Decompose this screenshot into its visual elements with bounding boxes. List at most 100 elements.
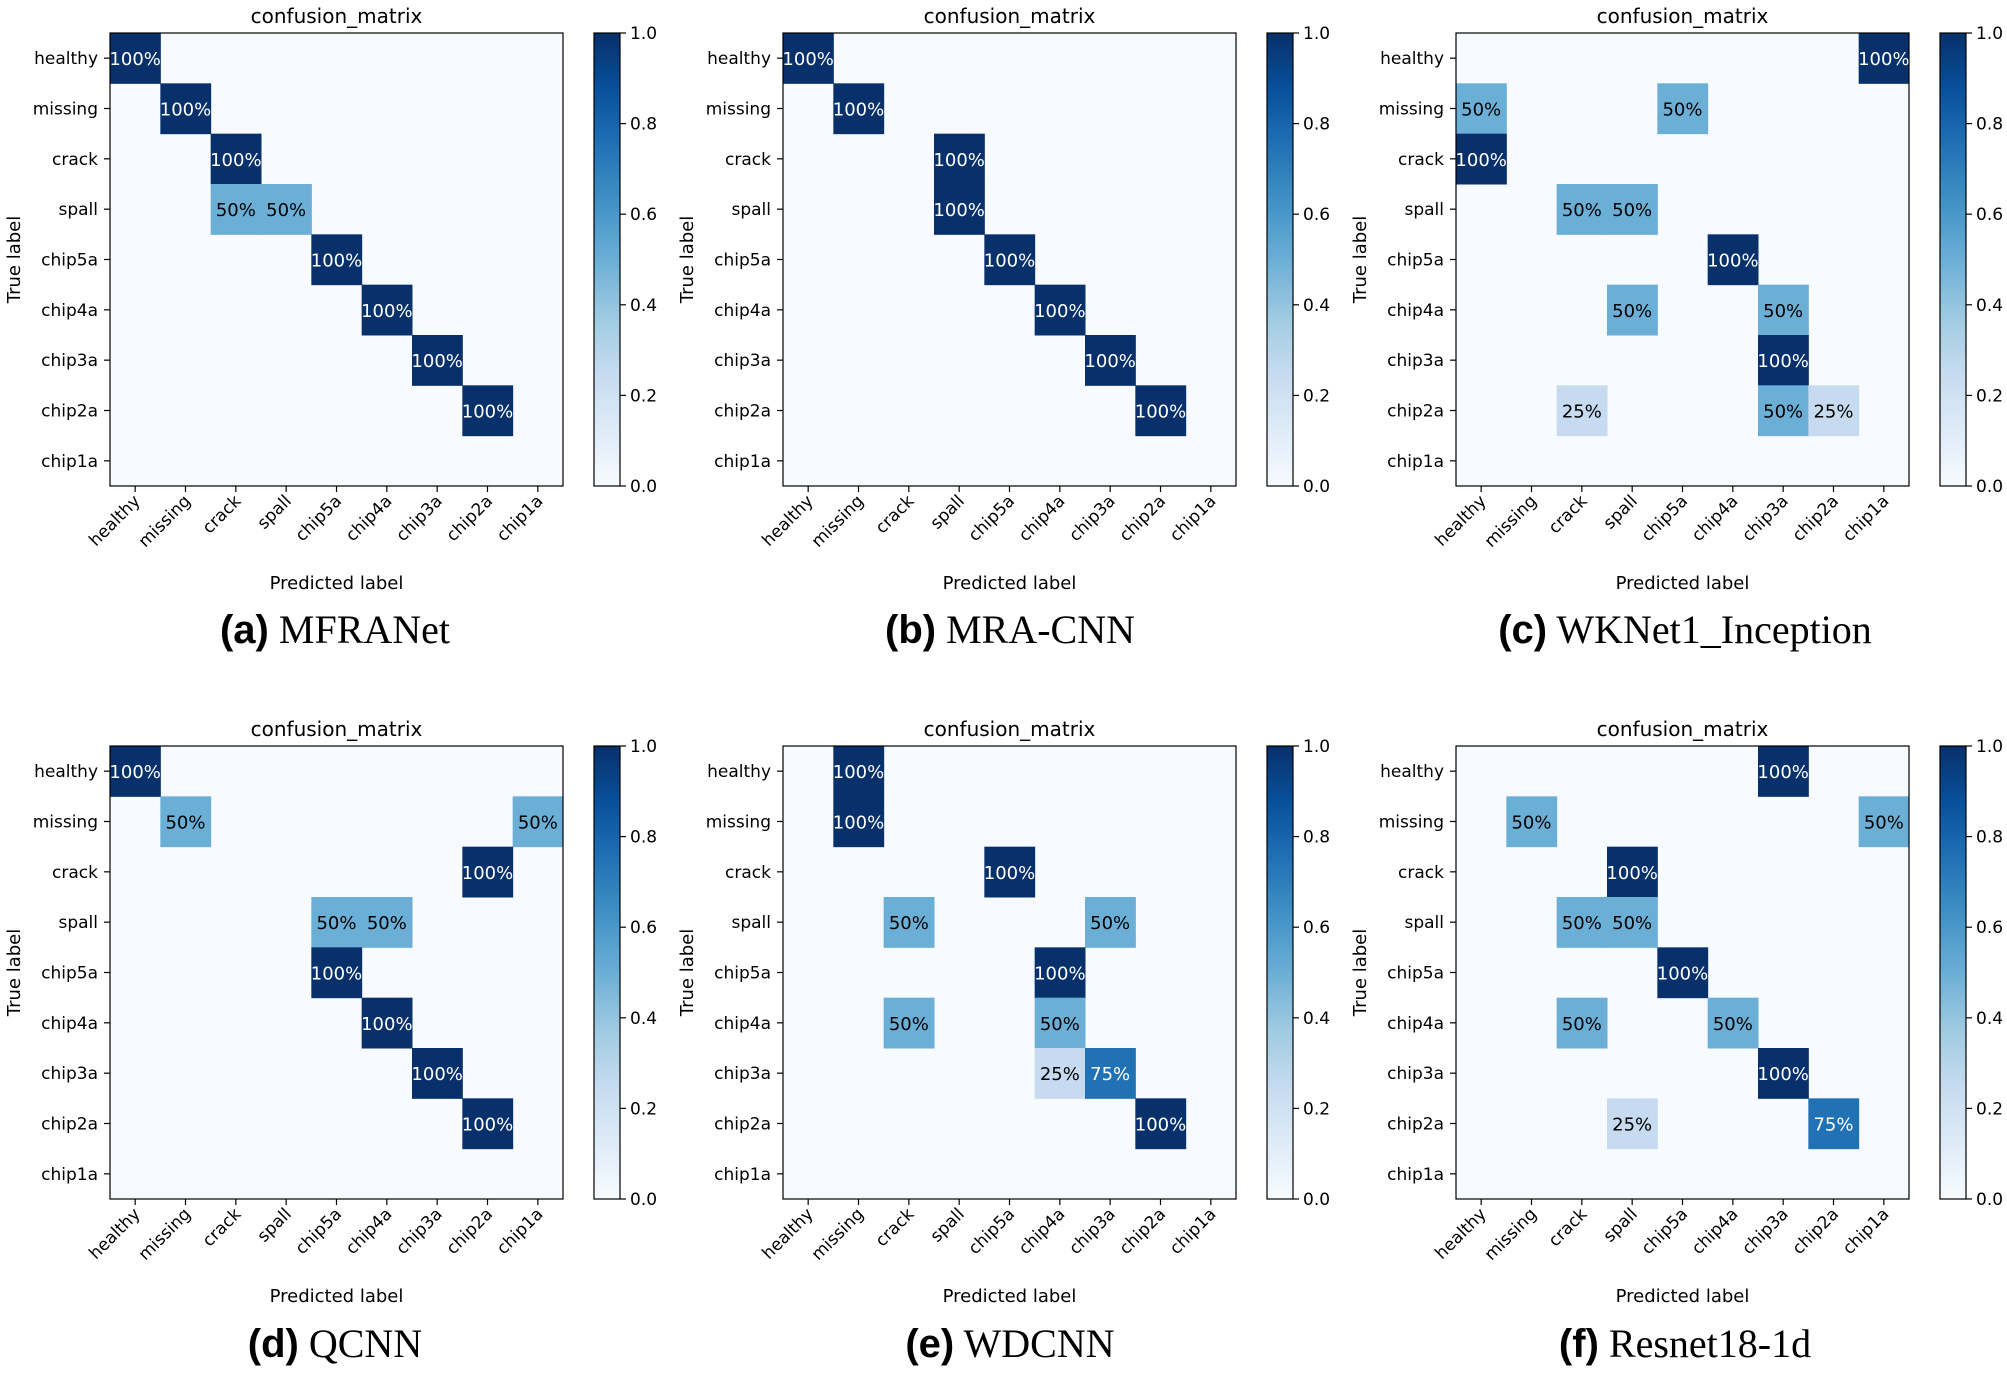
x-tick-label: spall [927,1204,969,1246]
heatmap-cell [1707,234,1759,286]
y-axis-label: True label [677,929,698,1018]
y-tick-label: chip5a [41,964,98,984]
x-tick-label: chip4a [1015,491,1069,545]
y-tick-label: healthy [34,762,98,782]
heatmap-cell [160,83,212,135]
cell-value-label: 50% [1763,301,1803,322]
heatmap-cell [1808,1098,1860,1150]
heatmap-cell [512,796,564,848]
chart-title: confusion_matrix [924,4,1096,28]
colorbar-tick-label: 0.8 [1976,828,2003,848]
cell-value-label: 100% [1757,1064,1808,1085]
cell-value-label: 50% [1662,100,1702,121]
heatmap-cell [1758,284,1809,336]
cell-value-label: 100% [160,100,211,121]
colorbar-tick-label: 1.0 [1303,24,1330,44]
heatmap-cell [1758,1048,1809,1099]
chart-title: confusion_matrix [1597,4,1769,28]
colorbar-tick-label: 0.8 [630,115,657,135]
cell-value-label: 100% [1455,150,1506,171]
y-tick-label: chip4a [1387,1014,1444,1034]
y-tick-label: chip2a [714,402,771,422]
y-tick-label: chip1a [1387,1165,1444,1185]
heatmap-cell [1858,33,1910,84]
cell-value-label: 100% [1707,251,1758,272]
cell-value-label: 50% [1040,1014,1080,1035]
x-tick-label: chip2a [1116,1204,1170,1258]
x-tick-label: chip1a [1166,1204,1220,1258]
caption-letter: (c) [1498,608,1548,652]
colorbar-tick-label: 0.8 [1303,115,1330,135]
cell-value-label: 100% [1757,351,1808,372]
cell-value-label: 100% [984,863,1035,884]
y-tick-label: missing [1379,100,1444,120]
heatmap-cell [1456,83,1507,135]
colorbar-tick-label: 1.0 [1976,737,2003,757]
x-tick-label: spall [254,1204,296,1246]
cell-value-label: 75% [1090,1064,1130,1085]
cell-value-label: 25% [1040,1064,1080,1085]
x-tick-label: chip4a [342,1204,396,1258]
heatmap-cell [1607,284,1658,336]
y-axis-label: True label [4,929,25,1018]
colorbar-tick-label: 0.0 [1976,477,2003,497]
cell-value-label: 100% [984,251,1035,272]
heatmap-cell [160,796,212,848]
heatmap-cell [210,133,262,185]
heatmap-cell [1808,385,1860,437]
x-tick-label: chip2a [1789,1204,1843,1258]
heatmap-cell [883,897,935,948]
cell-value-label: 100% [361,1014,412,1035]
y-tick-label: missing [1379,813,1444,833]
y-axis-label: True label [1350,216,1371,305]
colorbar-tick-label: 0.6 [630,205,657,225]
heatmap-cell [1758,746,1809,797]
heatmap-cell [1506,796,1558,848]
x-tick-label: chip3a [392,1204,446,1258]
heatmap-cell [833,83,885,135]
y-tick-label: chip1a [714,452,771,472]
colorbar-tick-label: 0.0 [630,1190,657,1210]
colorbar-tick-label: 1.0 [1976,24,2003,44]
cell-value-label: 50% [889,1014,929,1035]
caption-c: (c) WKNet1_Inception [1405,606,1965,653]
cell-value-label: 50% [165,813,205,834]
y-tick-label: chip2a [1387,1115,1444,1135]
heatmap-cell [1858,796,1910,848]
caption-model-name: QCNN [308,1321,423,1366]
y-tick-label: chip4a [714,301,771,321]
heatmap-cell [1758,385,1809,437]
chart-title: confusion_matrix [1597,717,1769,741]
x-tick-label: chip4a [1688,1204,1742,1258]
y-tick-label: chip4a [714,1014,771,1034]
cell-value-label: 50% [216,200,256,221]
x-tick-label: chip4a [1015,1204,1069,1258]
caption-letter: (f) [1558,1322,1599,1366]
colorbar-tick-label: 0.2 [1976,386,2003,406]
y-tick-label: healthy [707,49,771,69]
x-tick-label: spall [1600,1204,1642,1246]
y-tick-label: missing [706,100,771,120]
cell-value-label: 100% [1657,964,1708,985]
heatmap-cell [1657,83,1709,135]
x-tick-label: healthy [758,1204,817,1263]
cell-value-label: 100% [1135,1115,1186,1136]
heatmap-cell [984,846,1036,898]
cell-value-label: 50% [1612,913,1652,934]
colorbar-tick-label: 0.4 [1303,1009,1330,1029]
x-tick-label: missing [135,491,195,551]
heatmap-cell [1556,385,1608,437]
y-axis-label: True label [1350,929,1371,1018]
y-tick-label: spall [58,913,98,933]
cell-value-label: 100% [1034,964,1085,985]
cell-value-label: 100% [411,351,462,372]
x-tick-label: healthy [1431,491,1490,550]
y-tick-label: healthy [1380,49,1444,69]
y-axis-label: True label [677,216,698,305]
y-tick-label: chip1a [1387,452,1444,472]
cell-value-label: 75% [1813,1115,1853,1136]
cell-value-label: 50% [266,200,306,221]
heatmap-cell [833,746,885,797]
x-tick-label: missing [808,491,868,551]
heatmap-cell [1034,284,1086,336]
